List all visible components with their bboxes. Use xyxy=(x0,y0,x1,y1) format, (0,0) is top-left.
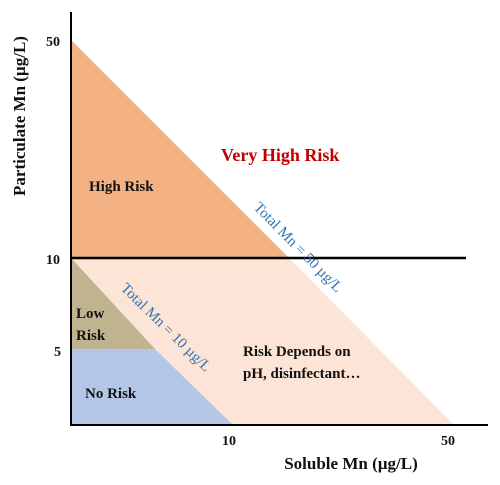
y-axis-title: Particulate Mn (µg/L) xyxy=(10,36,29,196)
y-tick-50: 50 xyxy=(46,35,60,50)
x-axis-title: Soluble Mn (µg/L) xyxy=(284,454,418,473)
x-tick-50: 50 xyxy=(441,434,455,449)
label-low-risk-line2: Risk xyxy=(76,328,106,344)
region-no-risk xyxy=(71,349,233,425)
label-risk-depends-line1: Risk Depends on xyxy=(243,344,351,360)
region-low-risk xyxy=(71,258,155,349)
label-risk-depends-line2: pH, disinfectant… xyxy=(243,366,361,382)
label-very-high-risk: Very High Risk xyxy=(221,145,339,165)
y-tick-5: 5 xyxy=(54,345,61,360)
y-tick-10: 10 xyxy=(46,253,60,268)
label-no-risk: No Risk xyxy=(85,386,137,402)
label-low-risk-line1: Low xyxy=(76,306,105,322)
label-high-risk: High Risk xyxy=(89,179,154,195)
x-tick-10: 10 xyxy=(222,434,236,449)
region-high-risk xyxy=(71,40,289,258)
